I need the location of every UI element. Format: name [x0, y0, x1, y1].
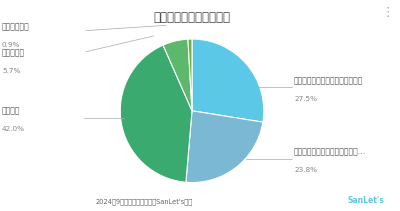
Text: 23.8%: 23.8% — [294, 167, 317, 173]
Text: 0.9%: 0.9% — [2, 42, 20, 48]
Text: 42.0%: 42.0% — [2, 126, 25, 131]
Wedge shape — [163, 39, 192, 111]
Text: なんとなく知っているが、説明…: なんとなく知っているが、説明… — [294, 147, 366, 156]
Text: 2024年9月　挙式ライブ配信SanLet's調べ: 2024年9月 挙式ライブ配信SanLet's調べ — [95, 198, 193, 205]
Text: わからない: わからない — [2, 48, 25, 57]
Wedge shape — [192, 39, 264, 122]
Wedge shape — [186, 111, 263, 183]
Text: 答えたくない: 答えたくない — [2, 23, 30, 32]
Wedge shape — [188, 39, 192, 111]
Text: ⋮: ⋮ — [382, 6, 394, 19]
Text: 5.7%: 5.7% — [2, 68, 20, 73]
Wedge shape — [120, 45, 192, 182]
Text: オンライン参列　認知率: オンライン参列 認知率 — [154, 11, 230, 24]
Text: SanLet's: SanLet's — [347, 196, 384, 205]
Text: 知っていて、具体的に説明できる: 知っていて、具体的に説明できる — [294, 76, 363, 85]
Text: 知らない: 知らない — [2, 106, 20, 115]
Text: 27.5%: 27.5% — [294, 96, 317, 102]
